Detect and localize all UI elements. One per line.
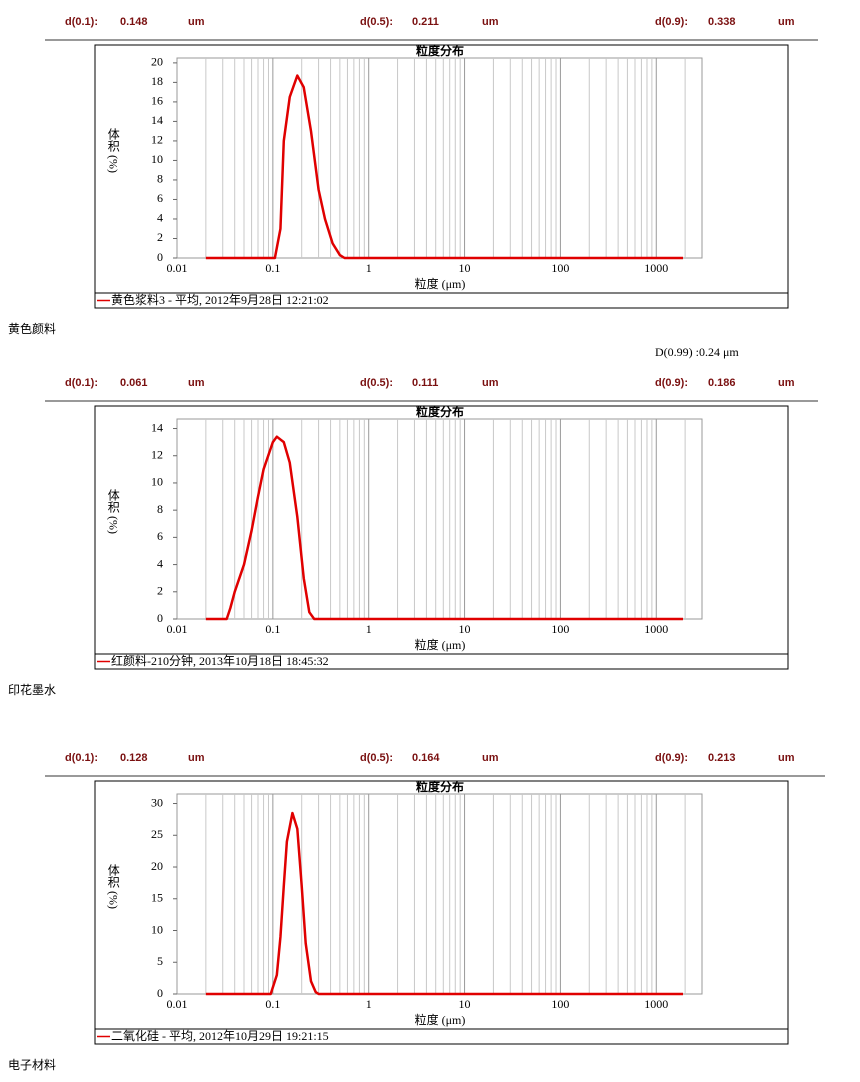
y-axis-label: 体积 (%) [106,489,120,534]
x-tick-label: 100 [551,622,569,636]
y-axis-label: 体积 (%) [106,128,120,173]
stat-value: 0.148 [120,16,148,28]
stat-unit: um [778,16,795,28]
chart-title: 粒度分布 [416,779,464,794]
stat-label: d(0.1): [65,16,98,28]
y-tick-label: 30 [151,795,163,809]
y-tick-label: 18 [151,74,163,88]
x-tick-label: 10 [459,997,471,1011]
legend-label: 黄色浆料3 - 平均, 2012年9月28日 12:21:02 [111,292,329,307]
caption: 印花墨水 [8,682,56,697]
stat-label: d(0.9): [655,16,688,28]
y-tick-label: 10 [151,475,163,489]
y-tick-label: 0 [157,986,163,1000]
y-tick-label: 2 [157,584,163,598]
y-tick-label: 20 [151,859,163,873]
stat-unit: um [778,752,795,764]
x-tick-label: 0.1 [265,261,280,275]
stat-value: 0.211 [412,16,439,28]
x-axis-label: 粒度 (μm) [415,1012,466,1027]
stat-label: d(0.1): [65,752,98,764]
stat-value: 0.128 [120,752,148,764]
stat-label: d(0.5): [360,377,393,389]
stat-unit: um [188,16,205,28]
x-tick-label: 1 [366,622,372,636]
stat-unit: um [482,16,499,28]
y-tick-label: 8 [157,172,163,186]
stat-label: d(0.9): [655,752,688,764]
data-line [205,74,683,260]
legend-label: 红颜料-210分钟, 2013年10月18日 18:45:32 [111,653,329,668]
x-tick-label: 10 [459,261,471,275]
y-tick-label: 16 [151,94,163,108]
stat-label: d(0.1): [65,377,98,389]
legend-box [94,1028,789,1045]
x-tick-label: 100 [551,261,569,275]
stat-label: d(0.9): [655,377,688,389]
y-tick-label: 12 [151,133,163,147]
stat-label: d(0.5): [360,752,393,764]
stat-value: 0.164 [412,752,440,764]
y-tick-label: 8 [157,502,163,516]
x-axis-label: 粒度 (μm) [415,637,466,652]
x-tick-label: 1000 [644,622,668,636]
x-tick-label: 0.1 [265,997,280,1011]
stat-value: 0.213 [708,752,736,764]
stat-unit: um [482,377,499,389]
x-tick-label: 0.01 [167,261,188,275]
plot-area [176,793,703,995]
y-tick-label: 2 [157,230,163,244]
stat-value: 0.338 [708,16,736,28]
y-tick-label: 10 [151,152,163,166]
caption: 电子材料 [8,1058,56,1072]
data-line [205,811,683,996]
plot-area [176,57,703,259]
stat-value: 0.061 [120,377,148,389]
y-tick-label: 14 [151,420,163,434]
y-tick-label: 0 [157,611,163,625]
y-tick-label: 12 [151,447,163,461]
y-tick-label: 25 [151,827,163,841]
y-tick-label: 0 [157,250,163,264]
y-tick-label: 20 [151,55,163,69]
x-tick-label: 100 [551,997,569,1011]
x-tick-label: 0.1 [265,622,280,636]
y-tick-label: 15 [151,891,163,905]
y-axis-label: 体积 (%) [106,864,120,909]
stat-unit: um [188,377,205,389]
stat-unit: um [482,752,499,764]
caption: 黄色颜料 [8,321,56,336]
stat-value: 0.186 [708,377,736,389]
stat-unit: um [778,377,795,389]
y-tick-label: 6 [157,529,163,543]
legend-box [94,292,789,309]
y-tick-label: 10 [151,922,163,936]
extra-stat: D(0.99) :0.24 μm [655,345,739,359]
x-tick-label: 1 [366,261,372,275]
stat-value: 0.111 [412,377,438,389]
y-tick-label: 5 [157,954,163,968]
y-tick-label: 4 [157,211,163,225]
x-axis-label: 粒度 (μm) [415,276,466,291]
y-tick-label: 6 [157,191,163,205]
chart-title: 粒度分布 [416,43,464,58]
x-tick-label: 0.01 [167,622,188,636]
x-tick-label: 1000 [644,261,668,275]
x-tick-label: 10 [459,622,471,636]
data-line [205,435,683,621]
x-tick-label: 0.01 [167,997,188,1011]
stat-label: d(0.5): [360,16,393,28]
legend-box [94,653,789,670]
y-tick-label: 14 [151,113,163,127]
x-tick-label: 1 [366,997,372,1011]
legend-label: 二氧化硅 - 平均, 2012年10月29日 19:21:15 [111,1029,329,1043]
plot-area [176,418,703,620]
chart-title: 粒度分布 [416,404,464,419]
stat-unit: um [188,752,205,764]
y-tick-label: 4 [157,556,163,570]
x-tick-label: 1000 [644,997,668,1011]
